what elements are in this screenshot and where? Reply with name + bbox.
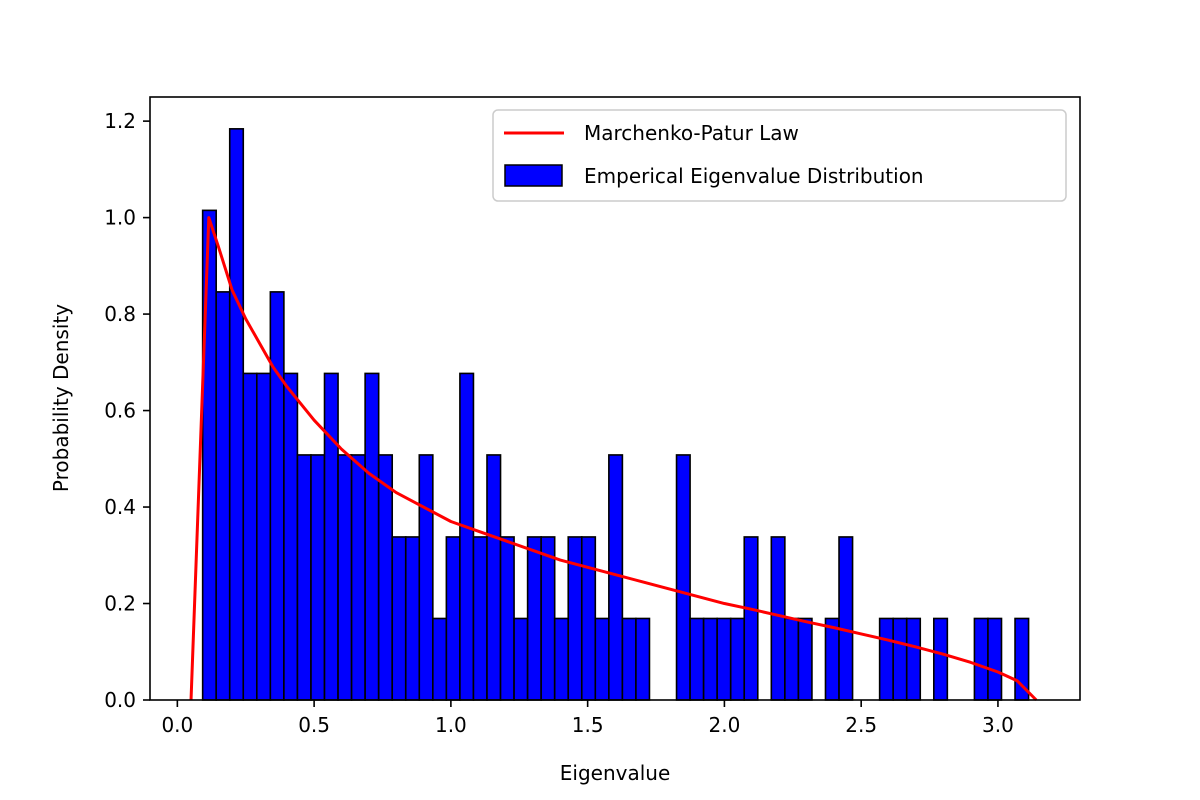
x-tick-label: 0.5 — [298, 713, 330, 737]
marchenko-pastur-curve — [189, 216, 1038, 702]
histogram-bar — [526, 536, 542, 701]
histogram-bar — [973, 617, 989, 701]
x-tick-label: 2.0 — [709, 713, 741, 737]
histogram-bar — [499, 536, 515, 701]
histogram-bar — [404, 536, 421, 701]
histogram-bar — [256, 372, 272, 701]
x-axis-label: Eigenvalue — [560, 761, 671, 785]
histogram-bar — [702, 617, 718, 701]
x-tick-label: 1.0 — [435, 713, 467, 737]
legend-bar-swatch — [504, 164, 563, 187]
histogram-bar — [513, 617, 529, 701]
histogram-bar — [878, 617, 894, 701]
histogram-bar — [932, 617, 949, 701]
x-tick-label: 1.5 — [572, 713, 604, 737]
histogram-bar — [540, 536, 556, 701]
y-axis-label: Probability Density — [49, 304, 73, 492]
histogram-bar — [472, 536, 488, 701]
histogram-bar — [283, 372, 299, 701]
histogram-bar — [201, 209, 217, 701]
histogram-bar — [635, 617, 651, 701]
histogram-bar — [784, 617, 800, 701]
y-axis-ticks: 0.0 0.2 0.4 0.6 0.8 1.0 1.2 — [104, 109, 150, 712]
histogram-bar — [824, 617, 840, 701]
legend-box — [492, 109, 1067, 202]
histogram-bar — [905, 617, 922, 701]
histogram-bar — [242, 372, 258, 701]
histogram-bar — [228, 128, 245, 701]
y-tick-label: 0.6 — [104, 399, 136, 423]
histogram-bar — [1014, 617, 1030, 701]
histogram-bar — [987, 617, 1003, 701]
histogram-bar — [553, 617, 570, 701]
histogram-bar — [729, 617, 746, 701]
x-axis-ticks: 0.0 0.5 1.0 1.5 2.0 2.5 3.0 — [161, 700, 1014, 737]
histogram-bar — [486, 454, 502, 701]
histogram-bar — [364, 372, 380, 701]
y-tick-label: 1.2 — [104, 109, 136, 133]
y-tick-label: 0.2 — [104, 592, 136, 616]
x-tick-label: 3.0 — [982, 713, 1014, 737]
x-tick-label: 2.5 — [845, 713, 877, 737]
histogram-bar — [743, 536, 759, 701]
histogram-bar — [350, 454, 366, 701]
histogram-bar — [716, 617, 732, 701]
histogram-bar — [377, 454, 394, 701]
histogram-bar — [621, 617, 637, 701]
plot-frame — [149, 96, 1081, 701]
y-tick-label: 0.0 — [104, 688, 136, 712]
y-tick-label: 1.0 — [104, 206, 136, 230]
legend-label-histogram: Emperical Eigenvalue Distribution — [584, 164, 924, 188]
y-tick-label: 0.8 — [104, 302, 136, 326]
histogram-bar — [269, 291, 285, 701]
histogram-bar — [580, 536, 597, 701]
histogram-bar — [296, 454, 312, 701]
histogram-bar — [797, 617, 813, 701]
x-tick-label: 0.0 — [161, 713, 193, 737]
histogram-bar — [432, 617, 448, 701]
histogram-bar — [215, 291, 231, 701]
histogram-bar — [689, 617, 705, 701]
histogram-bar — [445, 536, 461, 701]
histogram-bar — [459, 372, 475, 701]
histogram-bar — [892, 617, 908, 701]
histogram-bar — [594, 617, 610, 701]
histogram-bar — [418, 454, 434, 701]
curve-layer — [189, 216, 1038, 702]
histogram-bar — [310, 454, 326, 701]
histogram-bar — [838, 536, 854, 701]
histogram-bar — [770, 536, 786, 701]
legend: Marchenko-Patur Law Emperical Eigenvalue… — [492, 109, 1067, 202]
y-tick-label: 0.4 — [104, 495, 136, 519]
histogram-bar — [323, 372, 339, 701]
histogram-bar — [337, 454, 353, 701]
histogram-bar — [675, 454, 691, 701]
legend-label-curve: Marchenko-Patur Law — [584, 121, 799, 145]
histogram-bar — [391, 536, 407, 701]
